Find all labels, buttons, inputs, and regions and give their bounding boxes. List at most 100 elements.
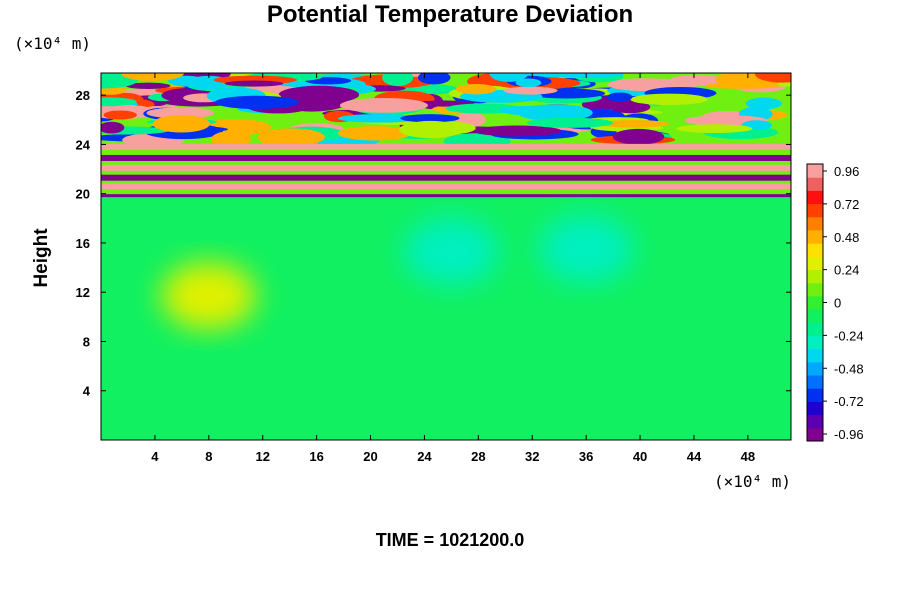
colorbar-swatch (807, 348, 823, 363)
plot-frame (100, 72, 792, 441)
colorbar-swatch (807, 309, 823, 323)
warm-band (101, 143, 791, 150)
colorbar: 0.96 0.72 0.48 0.24 0 -0.24 -0.48 -0.72 -0.96 (806, 163, 864, 442)
wave-blob (278, 85, 360, 104)
colorbar-label: 0.24 (834, 263, 859, 278)
wave-blob (382, 73, 414, 87)
colorbar-swatch (807, 243, 823, 257)
cold-band (101, 174, 791, 181)
y-tick-label: 28 (76, 88, 90, 103)
wave-blob (489, 73, 529, 82)
wave-blob (499, 105, 557, 116)
wave-blob (101, 121, 125, 134)
colorbar-swatch (807, 375, 823, 389)
colorbar-label: -0.48 (834, 361, 864, 376)
chart-title: Potential Temperature Deviation (266, 1, 634, 28)
wave-blob (152, 115, 211, 133)
wave-blob (630, 93, 708, 106)
colorbar-swatch (807, 177, 823, 191)
colorbar-swatch (807, 229, 823, 244)
colorbar-swatch (807, 282, 823, 297)
wave-blob (455, 83, 497, 95)
colorbar-swatch (807, 388, 823, 402)
x-axis-unit: (×10⁴ m) (714, 472, 792, 491)
colorbar-label: -0.72 (834, 394, 864, 409)
wave-blob (337, 114, 422, 123)
colorbar-swatch (807, 216, 823, 231)
layer-boundary (101, 194, 791, 198)
x-tick-label: 16 (309, 449, 323, 464)
y-tick-label: 8 (83, 334, 90, 349)
x-tick-label: 8 (205, 449, 212, 464)
wave-blob (612, 128, 665, 145)
wave-blob (125, 82, 171, 90)
colorbar-swatch (807, 322, 823, 336)
cold-patch (403, 217, 500, 286)
wave-blob (607, 92, 633, 102)
y-tick-label: 20 (76, 187, 90, 202)
colorbar-swatch (807, 427, 823, 442)
wave-blob (399, 120, 463, 139)
x-tick-label: 32 (525, 449, 539, 464)
colorbar-label: 0.96 (834, 164, 859, 179)
colorbar-swatch (807, 414, 823, 429)
wave-blob (598, 119, 670, 128)
colorbar-swatch (807, 335, 823, 350)
wave-blob (417, 73, 451, 85)
wave-blob (515, 78, 542, 88)
y-tick-label: 4 (83, 384, 91, 399)
colorbar-label: 0.48 (834, 230, 859, 245)
warm-band (101, 183, 791, 190)
wave-blob (755, 73, 791, 83)
wave-blob (146, 107, 215, 119)
wave-blob (120, 73, 184, 81)
wave-blob (337, 126, 412, 141)
colorbar-swatch (807, 256, 823, 271)
colorbar-swatch (807, 295, 823, 310)
wave-blob (103, 110, 137, 120)
wave-blob (503, 86, 558, 95)
colorbar-label: 0 (834, 296, 841, 311)
upper-layer-waves (101, 73, 791, 151)
x-tick-label: 20 (363, 449, 377, 464)
wave-blob (526, 117, 614, 128)
x-tick-label: 36 (579, 449, 593, 464)
colorbar-swatch (807, 401, 823, 416)
x-tick-label: 48 (741, 449, 755, 464)
wave-blob (609, 100, 651, 114)
colorbar-label: -0.24 (834, 328, 864, 343)
x-tick-label: 4 (151, 449, 159, 464)
x-tick-label: 40 (633, 449, 647, 464)
x-tick-label: 24 (417, 449, 432, 464)
y-axis-unit: (×10⁴ m) (14, 34, 92, 53)
colorbar-label: 0.72 (834, 197, 859, 212)
x-tick-label: 28 (471, 449, 485, 464)
time-label: TIME = 1021200.0 (375, 530, 525, 550)
wave-blob (210, 130, 251, 148)
cold-band (101, 154, 791, 161)
x-axis: 4 8 12 16 20 24 28 32 36 40 44 48 (151, 73, 755, 464)
colorbar-label: -0.96 (834, 427, 864, 442)
wave-blob (676, 124, 753, 134)
colorbar-swatch (807, 361, 823, 376)
wave-blob (224, 80, 284, 87)
y-tick-label: 24 (76, 137, 91, 152)
wave-blob (400, 114, 460, 123)
colorbar-swatch (807, 190, 823, 205)
wave-blob (539, 73, 624, 78)
x-tick-label: 44 (687, 449, 702, 464)
warm-band (101, 164, 791, 171)
x-tick-label: 12 (255, 449, 269, 464)
colorbar-swatch (807, 269, 823, 284)
y-tick-label: 16 (76, 236, 90, 251)
wave-blob (339, 97, 428, 113)
colorbar-swatch (807, 164, 823, 178)
wave-blob (101, 97, 137, 107)
wave-blob (215, 95, 299, 109)
y-axis: 4 8 12 16 20 24 28 (76, 88, 791, 399)
heatmap-field (101, 73, 791, 440)
warm-patch (160, 261, 257, 330)
wave-blob (472, 125, 562, 137)
wave-blob (745, 97, 782, 110)
